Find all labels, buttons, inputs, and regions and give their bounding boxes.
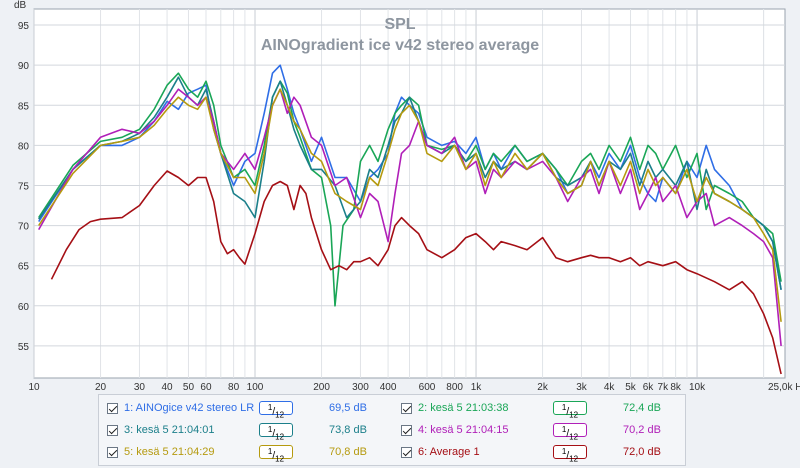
y-tick-labels: 55 60 65 70 75 80 85 90 95 [18,21,30,353]
x-tick-label: 30 [134,382,146,393]
legend-value: 69,5 dB [329,402,367,414]
x-tick-label: 50 [183,382,195,393]
legend-label: 2: kesä 5 21:03:38 [418,402,509,414]
x-tick-label: 6k [643,382,655,393]
legend-label: 1: AINOgice v42 stereo LR [124,402,255,414]
legend-checkbox[interactable] [401,446,412,458]
y-axis-label: dB [14,0,27,11]
x-tick-label: 5k [625,382,637,393]
y-tick-label: 75 [18,181,30,192]
x-tick-label: 40 [162,382,174,393]
legend-item-3[interactable]: 3: kesä 5 21:04:01 [107,421,215,439]
legend-item-2[interactable]: 2: kesä 5 21:03:38 [401,399,509,417]
series-line-2 [38,72,782,307]
x-tick-labels: 10 20 30 40 50 60 80 100 200 300 400 600 800 1k 2k 3k 4k… [28,382,800,393]
legend-value: 73,8 dB [329,424,367,436]
legend-item-5[interactable]: 5: kesä 5 21:04:29 [107,443,215,461]
smoothing-icon[interactable]: 1/12 [259,423,293,441]
x-tick-label: 1k [471,382,483,393]
smoothing-icon[interactable]: 1/12 [553,445,587,463]
y-tick-label: 70 [18,222,30,233]
y-tick-label: 85 [18,101,30,112]
x-tick-label: 8k [670,382,682,393]
legend-label: 3: kesä 5 21:04:01 [124,424,215,436]
legend-label: 6: Average 1 [418,446,480,458]
legend: 1: AINOgice v42 stereo LR 1/12 69,5 dB 2: k… [98,394,686,466]
x-tick-label: 20 [95,382,107,393]
legend-checkbox[interactable] [107,402,118,414]
x-tick-label: 100 [247,382,264,393]
legend-item-6[interactable]: 6: Average 1 [401,443,480,461]
legend-value: 72,0 dB [623,446,661,458]
smoothing-icon[interactable]: 1/12 [553,423,587,441]
smoothing-icon[interactable]: 1/12 [259,445,293,463]
y-tick-label: 65 [18,262,30,273]
legend-label: 5: kesä 5 21:04:29 [124,446,215,458]
x-tick-label: 7k [658,382,670,393]
legend-value: 70,2 dB [623,424,661,436]
legend-checkbox[interactable] [401,424,412,436]
series-line-5 [38,88,782,322]
legend-item-1[interactable]: 1: AINOgice v42 stereo LR [107,399,254,417]
legend-item-4[interactable]: 4: kesä 5 21:04:15 [401,421,509,439]
smoothing-icon[interactable]: 1/12 [553,401,587,419]
legend-checkbox[interactable] [107,424,118,436]
x-tick-label: 80 [228,382,240,393]
legend-value: 72,4 dB [623,402,661,414]
series-lines [38,64,782,375]
x-tick-label: 200 [313,382,330,393]
x-tick-label: 800 [446,382,463,393]
y-tick-label: 80 [18,141,30,152]
y-tick-label: 90 [18,61,30,72]
y-tick-label: 60 [18,302,30,313]
x-tick-label: 3k [576,382,588,393]
x-tick-label: 25,0k Hz [768,382,800,393]
x-tick-label: 10k [689,382,706,393]
series-line-4 [38,88,782,346]
legend-label: 4: kesä 5 21:04:15 [418,424,509,436]
series-line-6 [50,170,782,375]
chart-title: SPL [384,16,415,33]
x-tick-label: 2k [537,382,549,393]
legend-value: 70,8 dB [329,446,367,458]
y-tick-label: 55 [18,342,30,353]
x-tick-label: 600 [419,382,436,393]
x-tick-label: 10 [28,382,40,393]
y-tick-label: 95 [18,21,30,32]
smoothing-icon[interactable]: 1/12 [259,401,293,419]
chart-subtitle: AINOgradient ice v42 stereo average [261,37,539,54]
x-tick-label: 300 [352,382,369,393]
x-tick-label: 4k [604,382,616,393]
legend-checkbox[interactable] [107,446,118,458]
x-tick-label: 400 [380,382,397,393]
x-tick-label: 60 [200,382,212,393]
legend-checkbox[interactable] [401,402,412,414]
